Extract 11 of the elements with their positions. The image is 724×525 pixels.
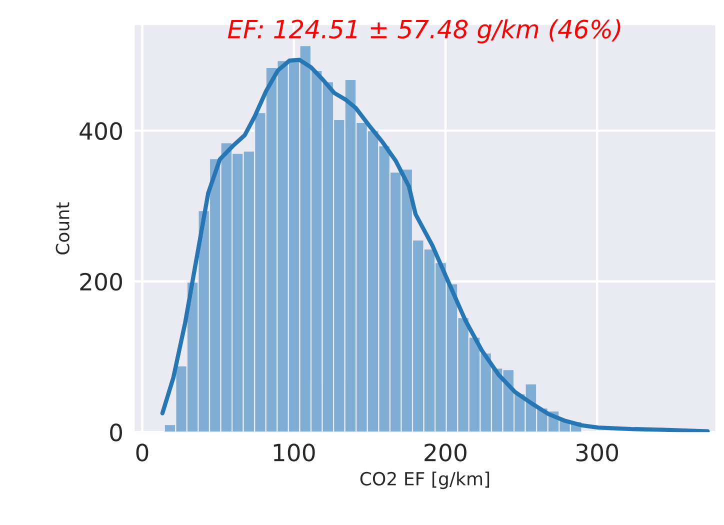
x-tick-label: 300 <box>576 444 618 462</box>
x-tick-label: 100 <box>274 444 315 462</box>
x-axis-title: CO2 EF [g/km] <box>360 472 490 490</box>
y-axis-title: Count <box>56 202 70 254</box>
y-tick-label: 0 <box>110 424 122 442</box>
chart-title: EF: 124.51 ± 57.48 g/km (46%) <box>228 19 620 44</box>
y-tick-label: 400 <box>80 122 122 140</box>
line-series <box>160 58 710 432</box>
x-tick-label: 200 <box>424 444 466 462</box>
x-tick-label: 0 <box>136 444 148 462</box>
y-tick-label: 200 <box>80 272 122 291</box>
